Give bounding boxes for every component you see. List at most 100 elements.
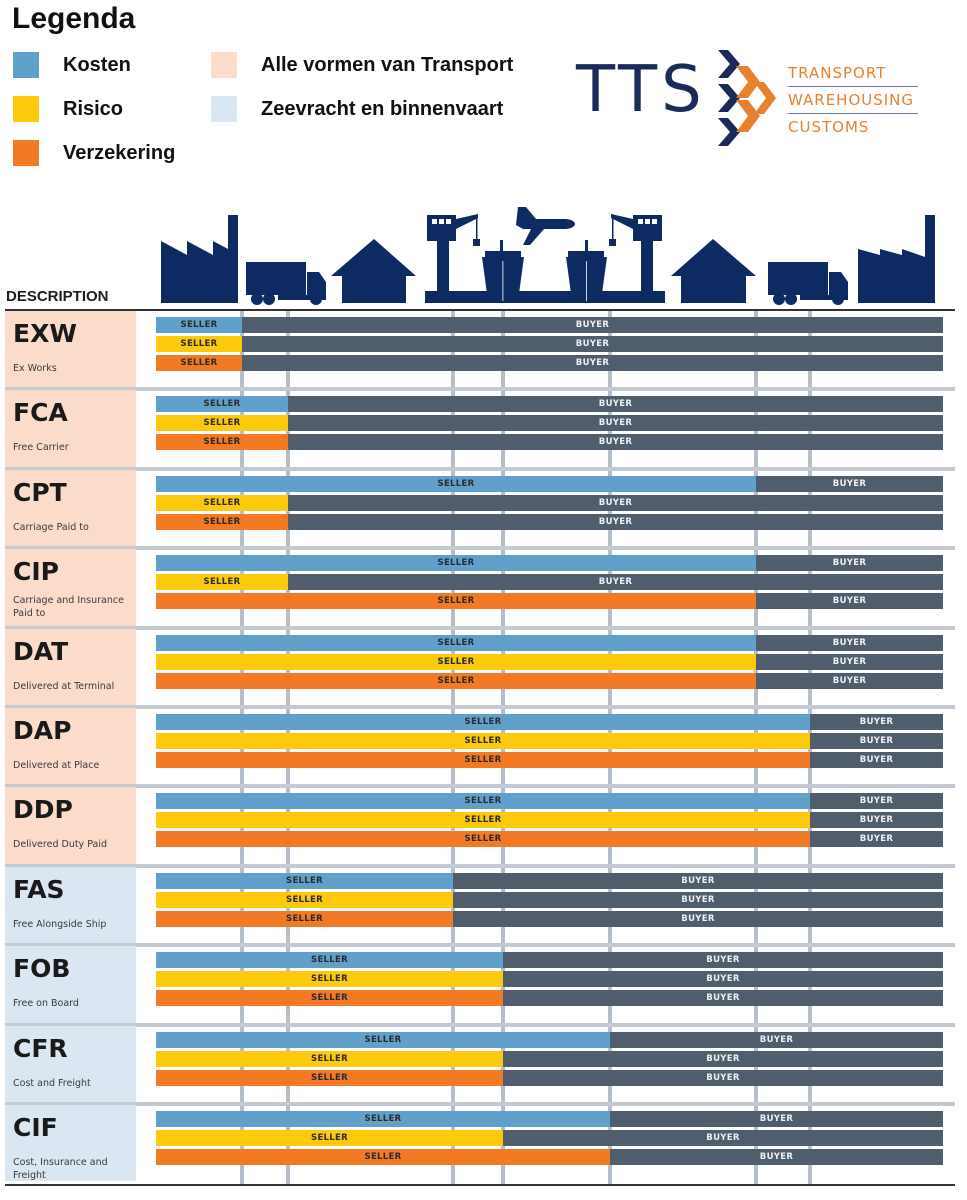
buyer-segment: BUYER: [810, 714, 943, 730]
incoterm-name: Delivered at Terminal: [13, 680, 115, 692]
incoterm-label-cell: CIF Cost, Insurance and Freight: [5, 1105, 136, 1182]
seller-segment: SELLER: [156, 574, 288, 591]
seller-segment: SELLER: [156, 396, 288, 413]
incoterm-label-cell: FCA Free Carrier: [5, 390, 136, 467]
transport-stage-icons: [161, 207, 935, 305]
risico-bar: SELLER BUYER: [156, 1130, 943, 1146]
seller-segment: SELLER: [156, 672, 756, 689]
buyer-segment: BUYER: [756, 672, 943, 689]
buyer-segment: BUYER: [503, 971, 943, 988]
seller-segment: SELLER: [156, 910, 453, 927]
incoterm-code: CPT: [13, 477, 67, 507]
seller-segment: SELLER: [156, 714, 810, 730]
seller-segment: SELLER: [156, 555, 756, 572]
kosten-bar: SELLER BUYER: [156, 872, 943, 889]
kosten-bar: SELLER BUYER: [156, 1031, 943, 1048]
factory-icon: [858, 215, 935, 303]
buyer-segment: BUYER: [756, 555, 943, 572]
incoterm-label-cell: DAT Delivered at Terminal: [5, 628, 136, 705]
seller-segment: SELLER: [156, 831, 810, 848]
incoterm-code: FOB: [13, 954, 71, 984]
row-separator: [5, 784, 955, 789]
seller-segment: SELLER: [156, 653, 756, 670]
incoterm-name: Ex Works: [13, 363, 57, 374]
buyer-segment: BUYER: [810, 793, 943, 810]
seller-segment: SELLER: [156, 971, 503, 988]
seller-segment: SELLER: [156, 1130, 503, 1146]
incoterm-row-exw: EXW Ex Works SELLER BUYER SELLER BUYER SELLER B…: [5, 311, 955, 388]
incoterm-label-cell: EXW Ex Works: [5, 311, 136, 388]
buyer-segment: BUYER: [756, 634, 943, 651]
truck-icon: [246, 262, 326, 305]
incoterm-code: FAS: [13, 874, 65, 904]
incoterm-row-fob: FOB Free on Board SELLER BUYER SELLER BUYER SE…: [5, 946, 955, 1023]
row-separator: [5, 1102, 955, 1106]
buyer-segment: BUYER: [756, 475, 943, 492]
risico-bar: SELLER BUYER: [156, 891, 943, 908]
incoterm-label-cell: FAS Free Alongside Ship: [5, 866, 136, 944]
seller-segment: SELLER: [156, 1031, 610, 1048]
incoterm-row-ddp: DDP Delivered Duty Paid SELLER BUYER SELLER B…: [5, 787, 955, 864]
legend-swatch: [211, 52, 237, 78]
incoterm-name: Carriage Paid to: [13, 521, 89, 533]
seller-segment: SELLER: [156, 475, 756, 492]
buyer-segment: BUYER: [288, 434, 943, 451]
buyer-segment: BUYER: [288, 415, 943, 432]
buyer-segment: BUYER: [503, 1069, 943, 1086]
buyer-segment: BUYER: [288, 396, 943, 413]
incoterm-name: Free on Board: [13, 998, 79, 1010]
row-separator: [5, 625, 955, 630]
incoterm-name: Delivered at Place: [13, 760, 100, 771]
buyer-segment: BUYER: [453, 891, 943, 908]
buyer-segment: BUYER: [503, 990, 943, 1007]
incoterm-name: Cost and Freight: [13, 1077, 91, 1089]
seller-segment: SELLER: [156, 336, 242, 352]
verzekering-bar: SELLER BUYER: [156, 1149, 943, 1165]
incoterm-name: Cost, Insurance and Freight: [13, 1157, 108, 1181]
buyer-segment: BUYER: [810, 733, 943, 749]
verzekering-bar: SELLER BUYER: [156, 434, 943, 451]
port-crane-icon: [609, 214, 662, 293]
legend-swatch: [13, 140, 39, 166]
incoterm-row-cpt: CPT Carriage Paid to SELLER BUYER SELLER BUYE…: [5, 469, 955, 547]
buyer-segment: BUYER: [288, 574, 943, 591]
logo-tts-text: TTS: [576, 53, 706, 127]
risico-bar: SELLER BUYER: [156, 653, 943, 670]
row-separator: [5, 466, 955, 471]
risico-bar: SELLER BUYER: [156, 971, 943, 988]
logo-word-warehousing: WAREHOUSING: [788, 87, 918, 114]
logo-word-customs: CUSTOMS: [788, 118, 870, 136]
incoterm-name: Delivered Duty Paid: [13, 839, 107, 851]
airplane-icon: [516, 207, 575, 245]
legend-title: Legenda: [12, 2, 136, 35]
verzekering-bar: SELLER BUYER: [156, 1069, 943, 1086]
buyer-segment: BUYER: [242, 336, 943, 352]
incoterm-code: CIF: [13, 1113, 58, 1142]
seller-segment: SELLER: [156, 990, 503, 1007]
buyer-segment: BUYER: [242, 355, 943, 371]
verzekering-bar: SELLER BUYER: [156, 990, 943, 1007]
verzekering-bar: SELLER BUYER: [156, 910, 943, 927]
legend-item-sea: Zeevracht en binnenvaart: [211, 96, 503, 122]
verzekering-bar: SELLER BUYER: [156, 831, 943, 848]
buyer-segment: BUYER: [810, 831, 943, 848]
legend-item-all-transport: Alle vormen van Transport: [211, 52, 513, 78]
row-separator: [5, 943, 955, 948]
incoterm-name: Free Carrier: [13, 442, 69, 454]
seller-segment: SELLER: [156, 415, 288, 432]
verzekering-bar: SELLER BUYER: [156, 355, 943, 371]
seller-segment: SELLER: [156, 634, 756, 651]
truck-icon: [768, 262, 848, 305]
row-separator: [5, 1022, 955, 1027]
seller-segment: SELLER: [156, 793, 810, 810]
risico-bar: SELLER BUYER: [156, 1050, 943, 1067]
seller-segment: SELLER: [156, 593, 756, 610]
logo-chevrons-icon: [718, 50, 776, 146]
row-separator: [5, 863, 955, 868]
risico-bar: SELLER BUYER: [156, 336, 943, 352]
buyer-segment: BUYER: [610, 1031, 943, 1048]
legend-item-kosten: Kosten: [13, 52, 131, 78]
row-separator: [5, 546, 955, 551]
incoterm-row-cfr: CFR Cost and Freight SELLER BUYER SELLER BUYE…: [5, 1025, 955, 1102]
seller-segment: SELLER: [156, 733, 810, 749]
